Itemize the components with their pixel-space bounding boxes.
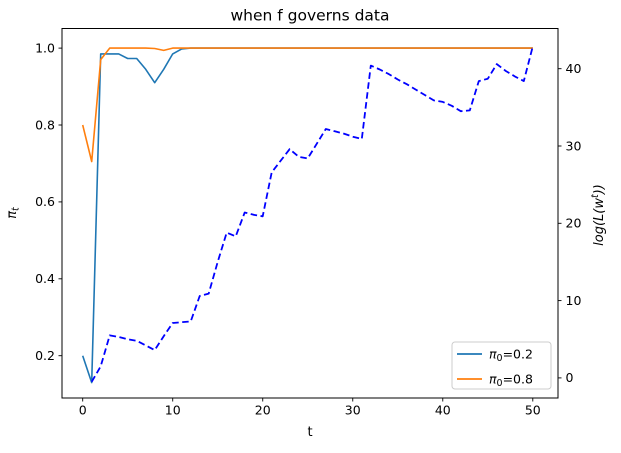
legend-label-symbol: π <box>489 372 497 387</box>
legend-label-value: =0.2 <box>503 347 533 362</box>
series-line-1 <box>81 47 533 163</box>
left-y-tick-label: 0.4 <box>35 271 55 286</box>
left-y-label-subscript: t <box>11 206 22 211</box>
left-y-tick-label: 0.8 <box>35 117 55 132</box>
x-axis-label: t <box>307 425 312 440</box>
right-y-tick-label: 0 <box>566 370 574 385</box>
x-tick-label: 10 <box>165 403 181 418</box>
series-line-0 <box>81 47 533 384</box>
right-y-label-superscript: t <box>590 193 601 198</box>
series-line-2 <box>90 46 534 383</box>
legend-label-pi0-0.8: π0=0.8 <box>489 372 533 390</box>
chart-title: when f governs data <box>230 7 389 25</box>
legend-item: π0=0.2 <box>457 347 533 365</box>
right-y-label-end: )) <box>592 184 607 195</box>
left-axis-ticks: 0.2 0.4 0.6 0.8 1.0 <box>35 40 62 363</box>
legend-label-subscript: 0 <box>497 378 503 389</box>
legend-label-symbol: π <box>489 347 497 362</box>
legend-label-pi0-0.2: π0=0.2 <box>489 347 533 365</box>
right-y-tick-label: 10 <box>566 293 582 308</box>
left-y-axis-label: πt <box>5 206 22 219</box>
left-y-tick-label: 0.6 <box>35 194 55 209</box>
left-y-tick-label: 0.2 <box>35 348 55 363</box>
left-y-label-base: π <box>5 211 20 219</box>
right-y-tick-label: 20 <box>566 216 582 231</box>
x-tick-label: 20 <box>255 403 271 418</box>
left-y-tick-label: 1.0 <box>35 40 55 55</box>
x-tick-label: 0 <box>79 403 87 418</box>
right-y-tick-label: 40 <box>566 61 582 76</box>
right-y-axis-label: log(L(wt)) <box>590 184 607 246</box>
x-axis-ticks: 0 10 20 30 40 50 <box>79 398 541 418</box>
legend-label-subscript: 0 <box>497 353 503 364</box>
x-tick-label: 40 <box>435 403 451 418</box>
right-y-tick-label: 30 <box>566 138 582 153</box>
series-lines <box>81 46 534 384</box>
legend-item: π0=0.8 <box>457 372 533 390</box>
legend: π0=0.2 π0=0.8 <box>451 341 552 390</box>
right-axis-ticks: 0 10 20 30 40 <box>558 61 581 385</box>
x-tick-label: 50 <box>525 403 541 418</box>
x-tick-label: 30 <box>345 403 361 418</box>
legend-label-value: =0.8 <box>503 372 533 387</box>
plot-area <box>61 28 559 399</box>
right-y-label-base: log(L(w <box>592 198 607 246</box>
